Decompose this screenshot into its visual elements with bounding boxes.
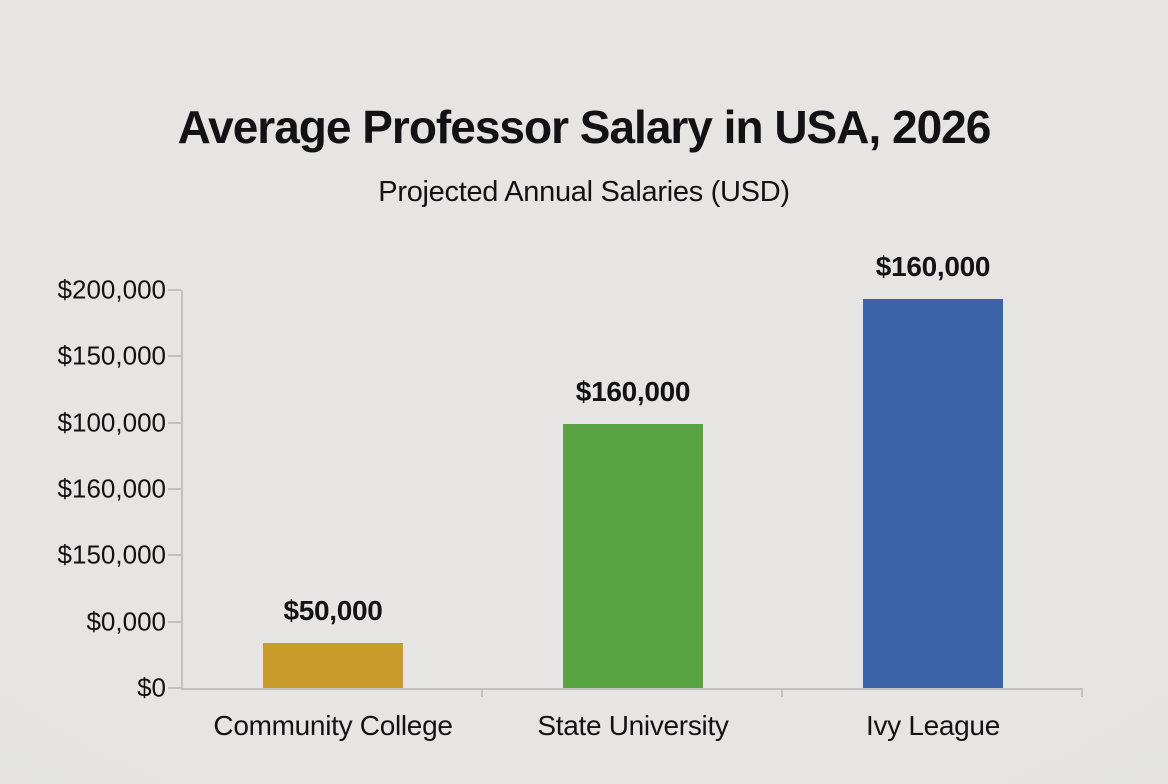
y-axis-tick-label: $100,000: [57, 407, 166, 438]
y-axis-tick-label: $160,000: [57, 473, 166, 504]
category-label: State University: [537, 710, 729, 741]
bar-value-label: $160,000: [575, 376, 691, 407]
y-axis-tick-label: $150,000: [57, 539, 166, 570]
y-axis-tick-label: $200,000: [57, 274, 166, 305]
x-axis-boundary-tick: [1081, 690, 1083, 697]
bar-value-label: $160,000: [875, 251, 991, 282]
y-axis-tick: [168, 488, 181, 490]
x-axis-boundary-tick: [480, 690, 483, 697]
chart-title: Average Professor Salary in USA, 2026: [177, 101, 992, 153]
bar: [563, 424, 703, 688]
x-axis-boundary-tick: [781, 690, 784, 697]
x-axis-line: [181, 688, 1083, 690]
y-axis-tick-label: $0: [137, 672, 166, 703]
bar: [263, 643, 404, 688]
y-axis-tick: [168, 554, 181, 557]
y-axis-tick: [168, 289, 181, 291]
y-axis-tick: [168, 421, 181, 424]
y-axis-tick: [168, 355, 181, 358]
y-axis-tick: [168, 620, 181, 623]
y-axis-tick-label: $0,000: [86, 606, 166, 637]
bar: [862, 299, 1003, 688]
chart-subtitle: Projected Annual Salaries (USD): [378, 176, 790, 208]
category-label: Community College: [213, 710, 453, 741]
y-axis-tick: [168, 687, 181, 689]
y-axis-tick-label: $150,000: [57, 340, 166, 371]
plot-area: $200,000 $150,000 $100,000 $160,000 $150,000…: [58, 251, 1083, 741]
category-label: Ivy League: [865, 710, 1000, 741]
bar-value-label: $50,000: [283, 595, 383, 626]
y-axis-line: [181, 290, 183, 690]
